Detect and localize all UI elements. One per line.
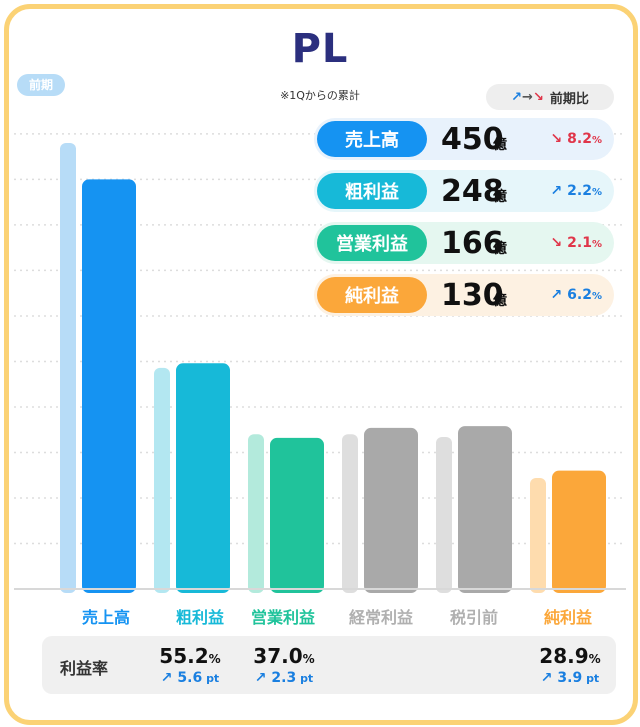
up-arrow-icon: ↗ [511,89,523,105]
bar-current-period [270,437,324,593]
bar-current-period [458,426,512,593]
change-value: 2.2 [567,183,592,199]
kpi-change: ↗ 2.2% [551,183,602,199]
change-arrow-icon: ↘ [550,131,563,147]
kpi-change: ↘ 2.1% [551,235,602,251]
bar-previous-period [342,434,358,593]
category-label: 粗利益 [175,608,224,627]
margin-label: 利益率 [60,659,109,678]
change-arrow-icon: ↘ [550,235,563,251]
kpi-row-net-profit: 純利益 130 億 ↗ 6.2% [314,274,614,316]
kpi-value: 450 [441,121,504,157]
bar-previous-period [60,143,76,593]
margin-pct: % [208,652,221,666]
kpi-unit: 億 [493,241,507,257]
chart-title: PL [291,26,349,72]
kpi-pill: 営業利益 [317,225,427,261]
margin-change-value: 5.6 [177,670,203,686]
bar-previous-period [530,477,546,593]
down-arrow-icon: ↘ [532,89,544,105]
margin-change-unit: pt [206,672,220,685]
kpi-pill: 粗利益 [317,173,427,209]
kpi-change: ↘ 8.2% [551,131,602,147]
kpi-value: 166 [441,225,504,261]
kpi-change: ↗ 6.2% [551,287,602,303]
bar-current-period [364,427,418,593]
bar-previous-period [248,434,264,593]
category-label: 売上高 [81,608,130,627]
change-arrow-icon: ↗ [540,670,553,686]
bar-previous-period [436,436,452,593]
change-pct: % [591,135,602,146]
previous-period-badge: 前期 [17,74,65,96]
right-arrow-icon: → [522,89,533,105]
kpi-unit: 億 [493,137,507,153]
margin-change: ↗ 2.3 pt [238,670,330,686]
margin-pct: % [302,652,315,666]
margin-number: 37.0 [253,644,303,668]
change-arrow-icon: ↗ [550,287,563,303]
bar-previous-period [154,367,170,593]
kpi-value: 130 [441,277,504,313]
margin-panel [42,636,616,694]
kpi-value: 248 [441,173,504,209]
margin-value: 55.2% [144,644,236,668]
change-arrow-icon: ↗ [160,670,173,686]
change-legend: ↗→↘ 前期比 [486,84,614,110]
margin-number: 55.2 [159,644,209,668]
category-label: 経常利益 [348,608,413,627]
category-label: 純利益 [543,608,592,627]
change-pct: % [591,187,602,198]
cumulative-note: ※1Qからの累計 [280,89,360,102]
kpi-pill: 純利益 [317,277,427,313]
legend-label: 前期比 [549,91,589,107]
change-value: 2.1 [567,235,592,251]
bar-current-period [176,363,230,593]
bar-current-period [82,179,136,594]
category-label: 税引前 [449,608,498,627]
change-pct: % [591,239,602,250]
kpi-unit: 億 [493,189,507,205]
margin-value: 37.0% [238,644,330,668]
change-arrow-icon: ↗ [550,183,563,199]
category-label: 営業利益 [250,608,315,627]
margin-change-unit: pt [300,672,314,685]
margin-change-value: 3.9 [557,670,583,686]
kpi-row-gross-profit: 粗利益 248 億 ↗ 2.2% [314,170,614,212]
margin-change-unit: pt [586,672,600,685]
margin-number: 28.9 [539,644,589,668]
change-value: 8.2 [567,131,592,147]
kpi-pill: 売上高 [317,121,427,157]
change-pct: % [591,291,602,302]
bar-current-period [552,470,606,593]
change-arrow-icon: ↗ [254,670,267,686]
margin-value: 28.9% [524,644,616,668]
change-value: 6.2 [567,287,592,303]
kpi-row-operating-profit: 営業利益 166 億 ↘ 2.1% [314,222,614,264]
margin-pct: % [588,652,601,666]
kpi-row-sales: 売上高 450 億 ↘ 8.2% [314,118,614,160]
margin-change: ↗ 3.9 pt [524,670,616,686]
margin-change-value: 2.3 [271,670,297,686]
margin-change: ↗ 5.6 pt [144,670,236,686]
kpi-unit: 億 [493,293,507,309]
